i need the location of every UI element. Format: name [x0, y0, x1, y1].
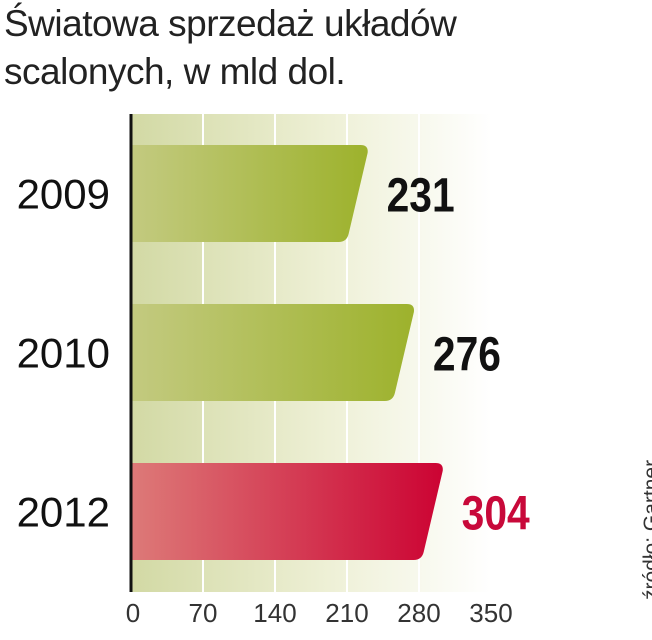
category-label: 2010 [17, 330, 110, 377]
bar-2010 [131, 304, 414, 401]
value-label: 276 [433, 328, 501, 381]
category-label: 2012 [17, 489, 110, 536]
x-tick-label: 350 [469, 598, 512, 628]
source-note: źródło: Gartner [640, 459, 652, 600]
title-line-1: Światowa sprzedaż układów [4, 3, 457, 44]
value-label: 304 [462, 487, 530, 540]
x-tick-label: 0 [126, 598, 140, 628]
title-line-2: scalonych, w mld dol. [4, 51, 346, 92]
bar-2012 [131, 463, 443, 560]
category-label: 2009 [17, 171, 110, 218]
x-tick-label: 210 [325, 598, 368, 628]
x-tick-label: 70 [189, 598, 218, 628]
chart-title: Światowa sprzedaż układów scalonych, w m… [4, 0, 457, 96]
value-label: 231 [387, 169, 455, 222]
x-tick-label: 140 [253, 598, 296, 628]
bar-2009 [131, 145, 368, 242]
x-tick-label: 280 [397, 598, 440, 628]
